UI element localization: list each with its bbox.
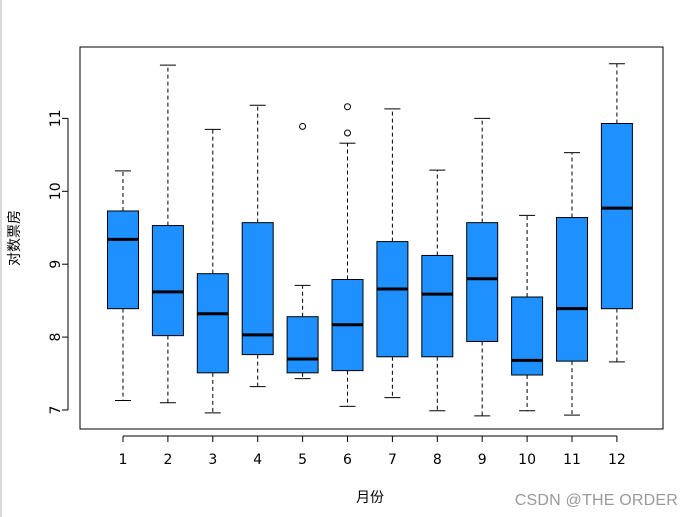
x-tick-label: 4 <box>253 452 262 468</box>
watermark: CSDN @THE ORDER <box>514 492 678 509</box>
iqr-box <box>286 316 319 374</box>
iqr-box <box>196 273 229 374</box>
x-tick-label: 3 <box>208 452 217 468</box>
x-tick-label: 2 <box>163 452 172 468</box>
x-tick-label: 1 <box>119 452 128 468</box>
x-tick-label: 11 <box>563 452 581 468</box>
y-axis-title: 对数票房 <box>7 210 23 266</box>
box-5 <box>286 122 319 380</box>
iqr-box <box>151 225 184 337</box>
y-tick-label: 10 <box>48 182 64 200</box>
boxes <box>107 63 633 417</box>
box-9 <box>466 117 499 417</box>
x-tick-label: 8 <box>433 452 442 468</box>
x-tick-label: 10 <box>518 452 536 468</box>
y-tick-label: 7 <box>48 406 64 415</box>
left-border <box>0 0 2 517</box>
y-tick-label: 11 <box>48 109 64 127</box>
outlier-point <box>344 129 351 137</box>
x-tick-label: 9 <box>478 452 487 468</box>
outlier-point <box>344 103 351 111</box>
x-axis-title: 月份 <box>356 490 384 506</box>
box-12 <box>600 63 633 363</box>
x-tick-label: 6 <box>343 452 352 468</box>
iqr-box <box>511 296 544 376</box>
x-tick-label: 12 <box>608 452 626 468</box>
box-10 <box>511 214 544 412</box>
y-tick-label: 9 <box>48 260 64 269</box>
iqr-box <box>600 123 633 310</box>
x-tick-label: 7 <box>388 452 397 468</box>
plot-frame <box>79 46 664 430</box>
box-1 <box>107 170 139 402</box>
box-8 <box>421 169 454 412</box>
iqr-box <box>421 254 454 358</box>
box-11 <box>556 152 588 416</box>
y-tick-label: 8 <box>48 333 64 342</box>
iqr-box <box>376 241 409 358</box>
iqr-box <box>107 210 139 310</box>
iqr-box <box>466 222 499 342</box>
box-2 <box>151 64 184 404</box>
box-6 <box>331 103 364 407</box>
box-4 <box>241 104 274 388</box>
x-tick-label: 5 <box>298 452 307 468</box>
box-7 <box>376 108 409 399</box>
outlier-point <box>299 122 307 130</box>
box-3 <box>196 128 229 414</box>
iqr-box <box>241 222 274 356</box>
iqr-box <box>556 217 588 362</box>
